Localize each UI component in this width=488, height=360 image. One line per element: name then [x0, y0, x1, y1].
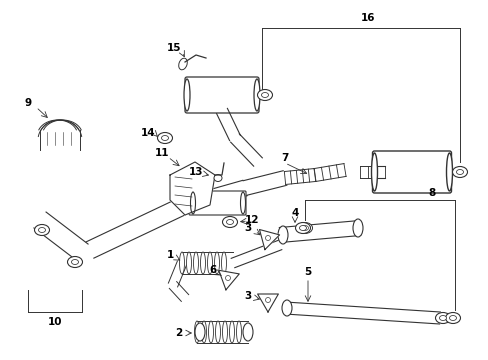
Polygon shape — [170, 162, 215, 215]
Ellipse shape — [201, 321, 206, 343]
Text: 8: 8 — [427, 188, 435, 198]
Ellipse shape — [448, 315, 456, 320]
Ellipse shape — [200, 252, 205, 274]
Ellipse shape — [179, 252, 184, 274]
Text: 12: 12 — [244, 215, 259, 225]
Polygon shape — [34, 212, 88, 260]
FancyBboxPatch shape — [372, 151, 450, 193]
Polygon shape — [231, 240, 281, 268]
Ellipse shape — [352, 219, 362, 237]
Ellipse shape — [178, 58, 187, 70]
Text: 1: 1 — [166, 250, 173, 260]
Polygon shape — [259, 230, 279, 249]
Text: 7: 7 — [281, 153, 288, 163]
Ellipse shape — [261, 93, 268, 98]
Polygon shape — [86, 197, 188, 258]
Ellipse shape — [207, 252, 212, 274]
Ellipse shape — [193, 252, 198, 274]
Ellipse shape — [253, 79, 260, 111]
Ellipse shape — [265, 297, 270, 302]
Text: 16: 16 — [360, 13, 374, 23]
Ellipse shape — [445, 312, 460, 324]
Polygon shape — [284, 168, 315, 184]
Text: 13: 13 — [188, 167, 203, 177]
Text: 5: 5 — [304, 267, 311, 277]
Ellipse shape — [278, 226, 287, 244]
Ellipse shape — [67, 256, 82, 267]
Ellipse shape — [161, 135, 168, 140]
Text: 14: 14 — [141, 128, 155, 138]
Polygon shape — [284, 302, 440, 324]
Text: 3: 3 — [244, 291, 251, 301]
Text: 6: 6 — [209, 265, 216, 275]
Ellipse shape — [456, 170, 463, 175]
Polygon shape — [218, 270, 239, 290]
Text: 3: 3 — [244, 223, 251, 233]
FancyBboxPatch shape — [189, 191, 245, 215]
Polygon shape — [183, 180, 246, 213]
Ellipse shape — [265, 235, 270, 240]
Ellipse shape — [301, 225, 308, 230]
Ellipse shape — [157, 132, 172, 144]
Ellipse shape — [35, 225, 49, 235]
Polygon shape — [168, 261, 186, 287]
Ellipse shape — [190, 192, 195, 214]
Ellipse shape — [236, 321, 241, 343]
Ellipse shape — [297, 222, 312, 234]
Text: 2: 2 — [175, 328, 182, 338]
Ellipse shape — [39, 228, 45, 233]
Ellipse shape — [229, 321, 234, 343]
Ellipse shape — [221, 252, 226, 274]
Ellipse shape — [214, 175, 222, 181]
Ellipse shape — [451, 166, 467, 177]
Ellipse shape — [299, 225, 306, 230]
Ellipse shape — [257, 90, 272, 100]
Polygon shape — [216, 108, 240, 141]
Ellipse shape — [295, 222, 310, 234]
FancyBboxPatch shape — [184, 77, 259, 113]
Ellipse shape — [215, 321, 220, 343]
Ellipse shape — [195, 323, 204, 341]
Polygon shape — [243, 171, 286, 195]
Ellipse shape — [194, 321, 199, 343]
Ellipse shape — [439, 315, 446, 320]
Ellipse shape — [183, 79, 190, 111]
Ellipse shape — [371, 153, 377, 191]
Ellipse shape — [71, 260, 79, 265]
Ellipse shape — [446, 153, 451, 191]
Text: 10: 10 — [48, 317, 62, 327]
Polygon shape — [374, 166, 384, 178]
Polygon shape — [257, 294, 278, 312]
Ellipse shape — [282, 300, 291, 316]
Text: 15: 15 — [166, 43, 181, 53]
Ellipse shape — [222, 321, 227, 343]
Polygon shape — [230, 134, 262, 166]
Polygon shape — [313, 163, 346, 181]
Text: 9: 9 — [24, 98, 32, 108]
Ellipse shape — [226, 220, 233, 225]
Ellipse shape — [208, 321, 213, 343]
Polygon shape — [279, 221, 360, 243]
Text: 4: 4 — [291, 208, 298, 218]
Polygon shape — [359, 166, 384, 178]
Ellipse shape — [435, 312, 449, 324]
Ellipse shape — [214, 252, 219, 274]
Ellipse shape — [240, 192, 245, 214]
Ellipse shape — [225, 275, 230, 280]
Polygon shape — [169, 282, 188, 301]
Text: 11: 11 — [154, 148, 169, 158]
Ellipse shape — [222, 216, 237, 228]
Ellipse shape — [186, 252, 191, 274]
Ellipse shape — [243, 323, 252, 341]
